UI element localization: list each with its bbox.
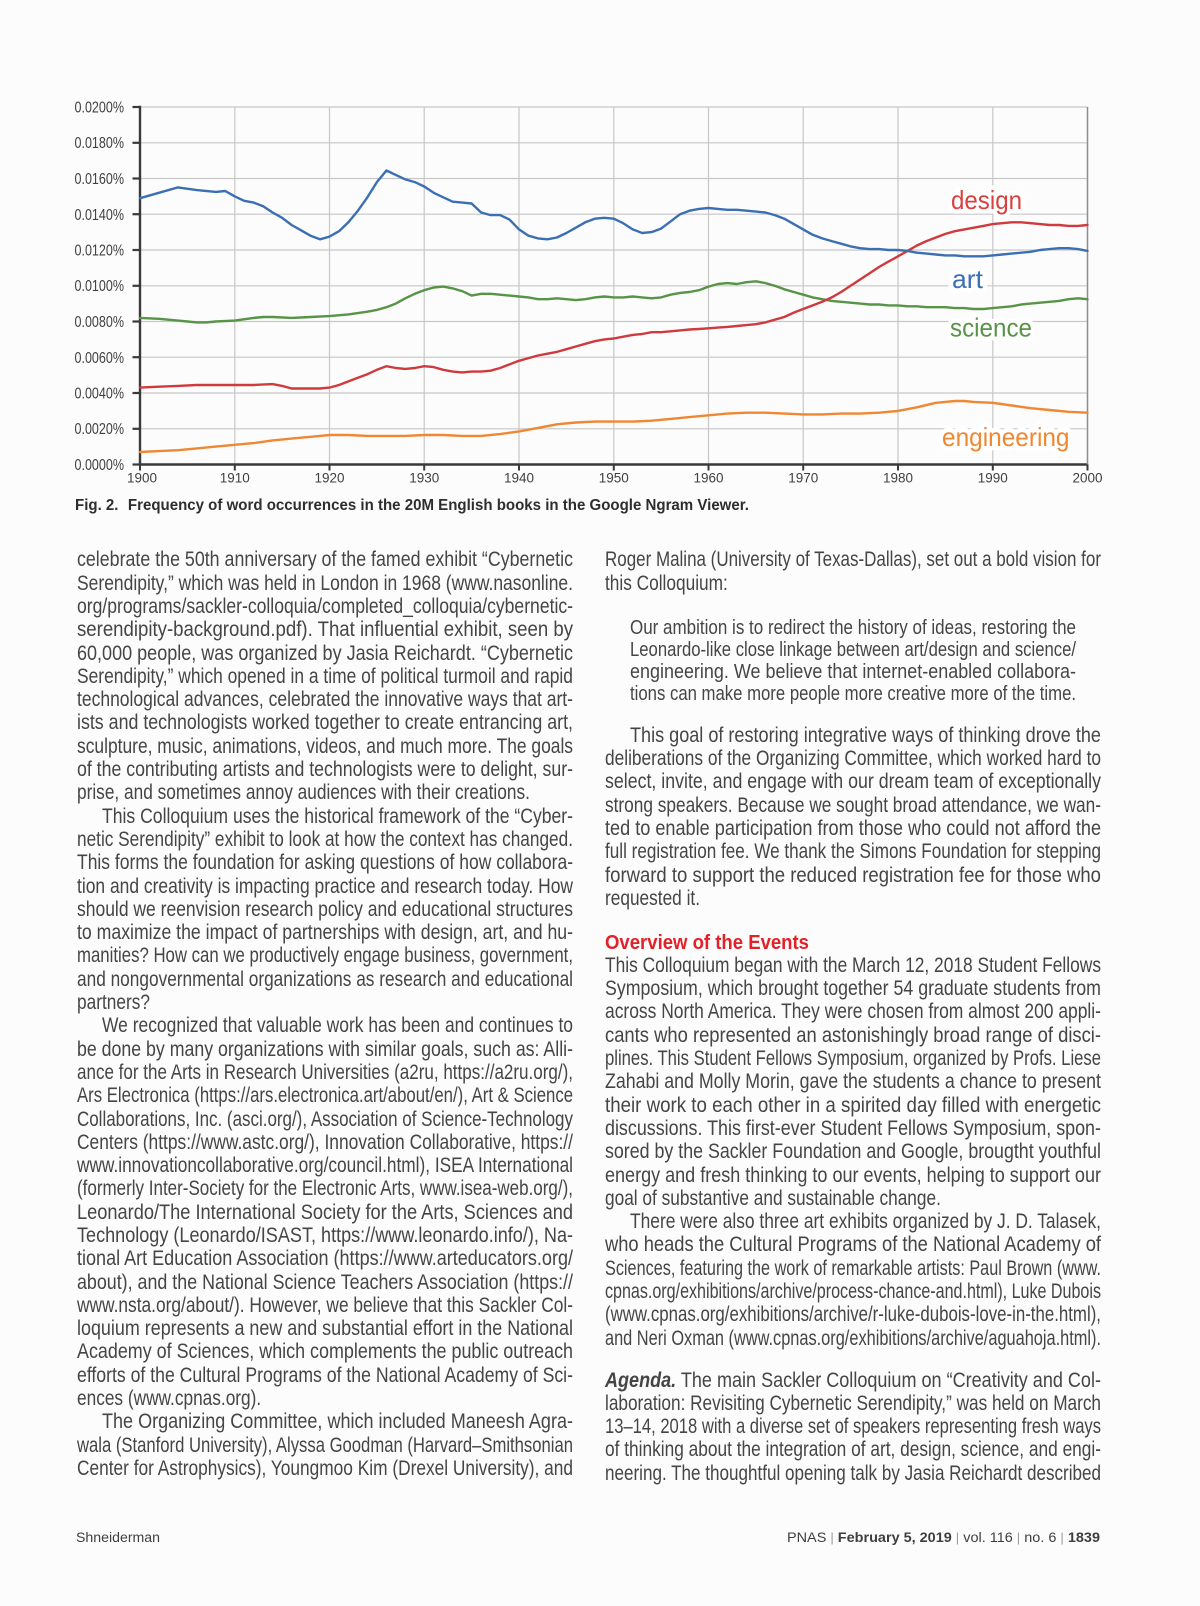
svg-text:design: design [951,185,1022,215]
svg-text:0.0020%: 0.0020% [75,421,125,438]
svg-text:1980: 1980 [883,471,913,487]
svg-text:0.0100%: 0.0100% [75,278,125,295]
svg-text:0.0180%: 0.0180% [75,135,125,152]
svg-text:1970: 1970 [788,471,818,487]
svg-text:1940: 1940 [504,471,534,487]
svg-text:1960: 1960 [694,471,724,487]
svg-text:0.0140%: 0.0140% [75,207,125,224]
svg-text:0.0120%: 0.0120% [75,243,125,260]
svg-text:science: science [950,313,1032,343]
svg-text:1990: 1990 [978,471,1008,487]
svg-text:1910: 1910 [220,471,250,487]
svg-text:2000: 2000 [1073,471,1103,487]
svg-text:1900: 1900 [127,471,157,487]
svg-text:1950: 1950 [599,471,629,487]
svg-text:1920: 1920 [315,471,345,487]
svg-text:art: art [952,264,984,294]
svg-text:1930: 1930 [409,471,439,487]
svg-text:0.0200%: 0.0200% [75,100,125,117]
svg-text:0.0080%: 0.0080% [75,314,125,331]
svg-text:0.0000%: 0.0000% [75,457,125,474]
svg-text:engineering: engineering [942,422,1070,452]
svg-text:0.0060%: 0.0060% [75,350,125,367]
svg-text:0.0160%: 0.0160% [75,171,125,188]
svg-text:0.0040%: 0.0040% [75,386,125,403]
